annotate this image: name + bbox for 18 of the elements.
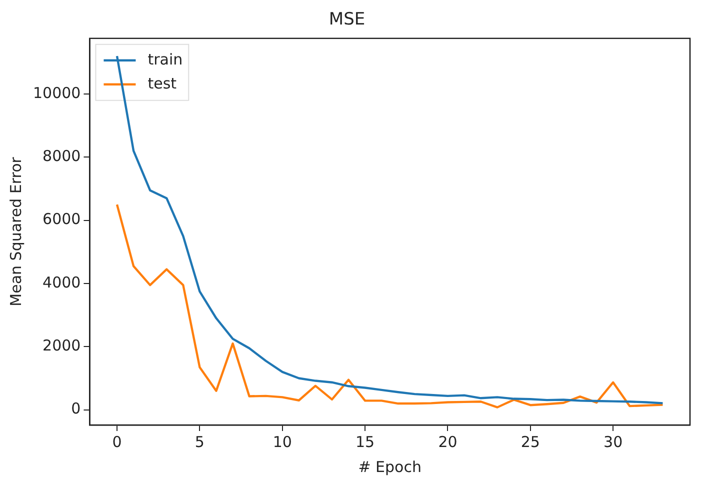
y-tick-label: 4000 <box>42 273 81 292</box>
y-tick-label: 8000 <box>42 147 81 166</box>
y-tick-label: 6000 <box>42 210 81 228</box>
x-tick-label: 20 <box>438 432 458 451</box>
y-tick-label: 10000 <box>33 84 81 102</box>
legend-label: train <box>148 50 183 68</box>
x-tick-label: 0 <box>112 432 122 451</box>
x-axis-title: # Epoch <box>358 458 422 476</box>
legend-label: test <box>148 74 177 92</box>
chart-title: MSE <box>328 10 366 30</box>
y-axis-title: Mean Squared Error <box>6 156 25 306</box>
x-tick-label: 10 <box>272 432 292 451</box>
y-tick-label: 0 <box>71 400 81 418</box>
y-tick-label: 2000 <box>42 336 81 355</box>
x-tick-label: 25 <box>520 432 540 451</box>
x-tick-label: 5 <box>194 432 204 451</box>
x-tick-label: 15 <box>356 432 375 451</box>
x-tick-label: 30 <box>604 432 623 451</box>
